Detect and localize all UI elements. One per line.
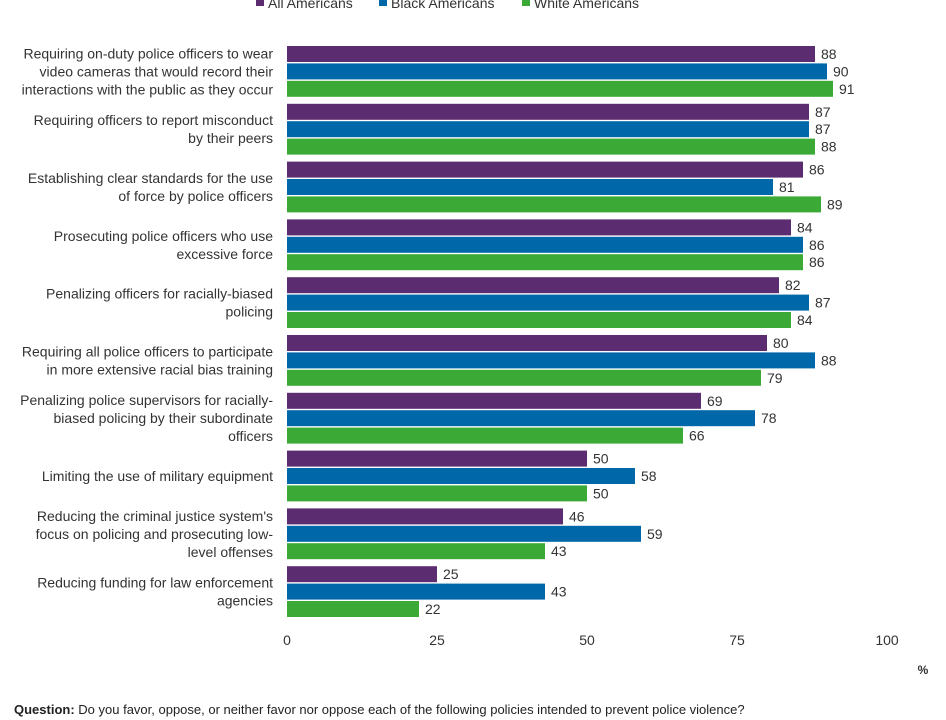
bar: [287, 254, 803, 271]
category-group: 46 59 43 Reducing the criminal justice syst…: [36, 508, 663, 560]
bar: [287, 121, 809, 138]
data-label: 43: [551, 543, 567, 559]
data-label: 82: [785, 277, 801, 293]
bar: [287, 450, 587, 467]
bar: [287, 236, 803, 253]
question-footnote: Question: Do you favor, oppose, or neith…: [14, 702, 745, 717]
category-label: Penalizing police supervisors for racial…: [20, 392, 273, 444]
data-label: 86: [809, 254, 825, 270]
category-group: 80 88 79 Requiring all police officers to p…: [22, 335, 837, 386]
data-label: 50: [593, 485, 609, 501]
data-label: 79: [767, 370, 783, 386]
bar: [287, 196, 821, 213]
data-label: 66: [689, 428, 705, 444]
data-label: 50: [593, 451, 609, 467]
legend-swatch: [522, 0, 530, 6]
legend-label: All Americans: [268, 0, 353, 11]
legend-swatch: [256, 0, 264, 6]
bar: [287, 352, 815, 369]
data-label: 59: [647, 526, 663, 542]
data-label: 86: [809, 237, 825, 253]
data-label: 87: [815, 104, 831, 120]
bar: [287, 294, 809, 311]
category-label: Requiring all police officers to partici…: [22, 343, 273, 377]
data-label: 78: [761, 410, 777, 426]
category-group: 25 43 22 Reducing funding for law enforceme…: [37, 566, 567, 617]
bar: [287, 219, 791, 236]
bar: [287, 392, 701, 409]
data-label: 69: [707, 393, 723, 409]
category-label: Requiring on-duty police officers to wea…: [22, 45, 274, 97]
bar: [287, 46, 815, 62]
x-tick-label: 75: [729, 632, 745, 648]
data-label: 81: [779, 179, 795, 195]
data-label: 88: [821, 46, 837, 62]
category-group: 69 78 66 Penalizing police supervisors for …: [20, 392, 777, 444]
x-tick-label: 25: [429, 632, 445, 648]
data-label: 80: [773, 335, 789, 351]
bar-chart: All Americans Black Americans White Americ…: [20, 0, 929, 677]
category-group: 50 58 50 Limiting the use of military equip…: [42, 450, 657, 502]
legend-label: White Americans: [534, 0, 639, 11]
question-text: Do you favor, oppose, or neither favor n…: [74, 702, 745, 717]
data-label: 86: [809, 162, 825, 178]
data-label: 87: [815, 295, 831, 311]
category-label: Penalizing officers for racially-biased p…: [46, 286, 273, 320]
data-label: 88: [821, 139, 837, 155]
category-label: Establishing clear standards for the use…: [28, 170, 273, 204]
bar: [287, 312, 791, 328]
bar: [287, 427, 683, 444]
bar: [287, 583, 545, 600]
x-tick-label: 0: [283, 632, 291, 648]
legend-item: All Americans: [256, 0, 353, 11]
bar: [287, 566, 437, 583]
bar: [287, 508, 563, 525]
bar: [287, 601, 419, 617]
category-label: Limiting the use of military equipment: [42, 468, 273, 484]
category-label: Reducing funding for law enforcement agen…: [37, 575, 273, 609]
bar: [287, 410, 755, 427]
unit-label: %: [918, 663, 929, 677]
legend-item: Black Americans: [379, 0, 494, 11]
bar: [287, 63, 827, 80]
data-label: 84: [797, 312, 813, 328]
bar: [287, 468, 635, 484]
data-label: 88: [821, 352, 837, 368]
bar: [287, 335, 767, 351]
x-tick-label: 100: [875, 632, 899, 648]
data-label: 25: [443, 566, 459, 582]
data-label: 58: [641, 468, 657, 484]
category-label: Reducing the criminal justice system's fo…: [36, 508, 274, 560]
bar: [287, 80, 833, 97]
question-lead: Question:: [14, 702, 75, 717]
data-label: 84: [797, 219, 813, 235]
data-label: 91: [839, 81, 855, 97]
bar: [287, 369, 761, 386]
legend-swatch: [379, 0, 387, 6]
data-label: 87: [815, 121, 831, 137]
category-label: Prosecuting police officers who use exces…: [54, 228, 273, 262]
data-label: 46: [569, 508, 585, 524]
legend-label: Black Americans: [391, 0, 494, 11]
bar: [287, 277, 779, 294]
data-label: 89: [827, 196, 843, 212]
bar: [287, 485, 587, 502]
bar: [287, 103, 809, 120]
data-label: 22: [425, 601, 441, 617]
bar: [287, 543, 545, 560]
category-label: Requiring officers to report misconduct b…: [34, 112, 274, 146]
bar: [287, 179, 773, 195]
x-tick-label: 50: [579, 632, 595, 648]
legend-item: White Americans: [522, 0, 639, 11]
bar: [287, 525, 641, 542]
data-label: 43: [551, 584, 567, 600]
data-label: 90: [833, 63, 849, 79]
bar: [287, 161, 803, 178]
bar: [287, 138, 815, 155]
category-group: 86 81 89 Establishing clear standards for t…: [28, 161, 843, 213]
